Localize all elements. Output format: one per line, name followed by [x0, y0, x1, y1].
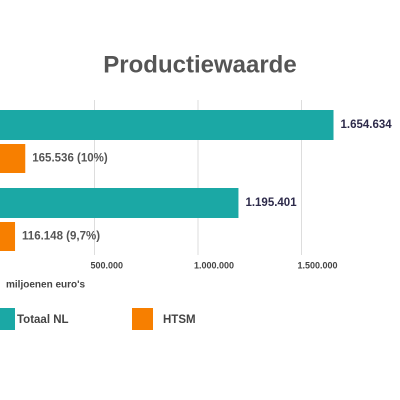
legend-swatch [0, 308, 15, 330]
chart-title: Productiewaarde [103, 51, 296, 78]
bar [0, 222, 16, 251]
legend-label: HTSM [163, 314, 196, 326]
value-label: 1.195.401 [245, 197, 297, 209]
value-label: 116.148 (9,7%) [22, 231, 100, 243]
legend-swatch [132, 308, 153, 330]
bar [0, 144, 26, 173]
bar [0, 110, 334, 140]
value-label: 165.536 (10%) [32, 153, 108, 165]
x-tick-label: 500.000 [91, 260, 124, 270]
legend-label: Totaal NL [17, 314, 69, 326]
x-axis-label: miljoenen euro's [6, 280, 86, 291]
x-tick-label: 1.000.000 [194, 260, 234, 270]
value-label: 1.654.634 [341, 119, 393, 131]
bar [0, 188, 239, 218]
x-tick-label: 1.500.000 [298, 260, 338, 270]
